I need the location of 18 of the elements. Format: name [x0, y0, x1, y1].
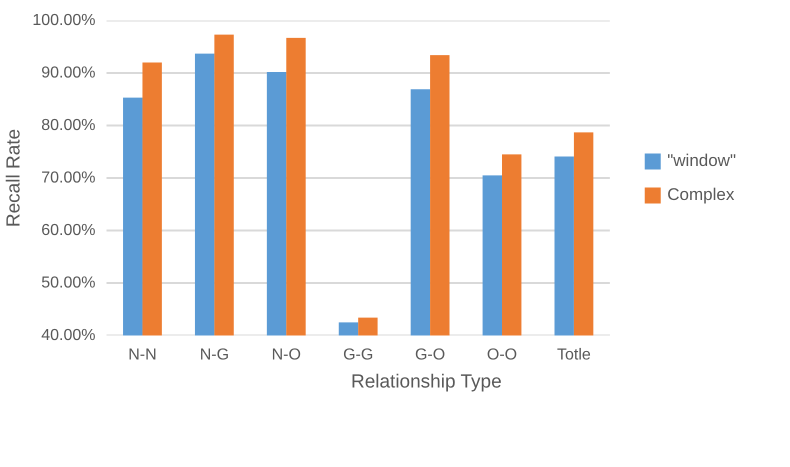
x-tick-label: N-O — [272, 346, 301, 364]
x-tick-label: N-N — [128, 346, 157, 364]
y-tick-label: 70.00% — [41, 170, 96, 186]
y-tick-label: 40.00% — [41, 327, 96, 344]
x-axis-title: Relationship Type — [350, 372, 502, 392]
y-tick-label: 90.00% — [41, 64, 96, 82]
x-tick-label: G-O — [414, 346, 446, 364]
x-tick-label: O-O — [486, 346, 518, 364]
legend-label: Complex — [667, 184, 734, 204]
x-tick-label: Totle — [557, 346, 591, 364]
x-tick-label: G-G — [343, 346, 374, 364]
y-axis-title: Recall Rate — [3, 128, 24, 228]
x-tick-label: N-G — [200, 346, 230, 364]
legend-label: "window" — [667, 150, 736, 170]
y-tick-label: 60.00% — [41, 222, 96, 239]
y-tick-label: 50.00% — [41, 274, 96, 292]
y-tick-label: 100.00% — [32, 12, 96, 29]
y-tick-label: 80.00% — [41, 117, 96, 134]
